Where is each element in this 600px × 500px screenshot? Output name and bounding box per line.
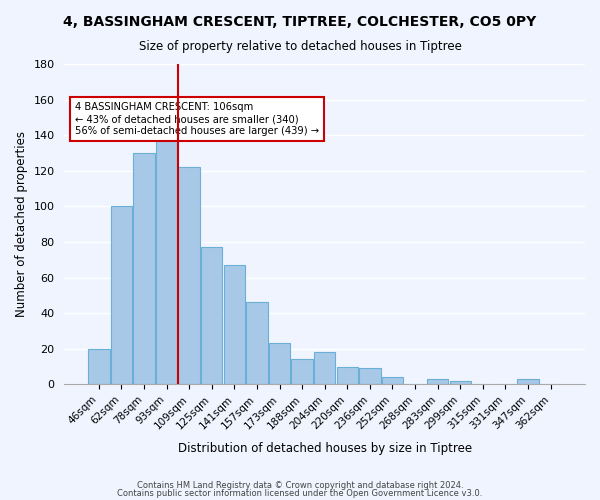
Bar xyxy=(201,248,223,384)
Bar xyxy=(427,379,448,384)
Bar xyxy=(382,377,403,384)
Text: 4, BASSINGHAM CRESCENT, TIPTREE, COLCHESTER, CO5 0PY: 4, BASSINGHAM CRESCENT, TIPTREE, COLCHES… xyxy=(64,15,536,29)
Text: Contains HM Land Registry data © Crown copyright and database right 2024.: Contains HM Land Registry data © Crown c… xyxy=(137,481,463,490)
Bar xyxy=(110,206,132,384)
Bar xyxy=(133,153,155,384)
Bar xyxy=(246,302,268,384)
Bar xyxy=(178,167,200,384)
Bar xyxy=(224,265,245,384)
Bar xyxy=(292,360,313,384)
Text: Contains public sector information licensed under the Open Government Licence v3: Contains public sector information licen… xyxy=(118,488,482,498)
Bar xyxy=(337,366,358,384)
Bar xyxy=(449,380,471,384)
Bar xyxy=(156,124,177,384)
Bar xyxy=(269,344,290,384)
Y-axis label: Number of detached properties: Number of detached properties xyxy=(15,131,28,317)
Bar xyxy=(314,352,335,384)
Bar xyxy=(359,368,380,384)
Text: Size of property relative to detached houses in Tiptree: Size of property relative to detached ho… xyxy=(139,40,461,53)
Bar xyxy=(517,379,539,384)
X-axis label: Distribution of detached houses by size in Tiptree: Distribution of detached houses by size … xyxy=(178,442,472,455)
Text: 4 BASSINGHAM CRESCENT: 106sqm
← 43% of detached houses are smaller (340)
56% of : 4 BASSINGHAM CRESCENT: 106sqm ← 43% of d… xyxy=(75,102,319,136)
Bar xyxy=(88,348,110,384)
